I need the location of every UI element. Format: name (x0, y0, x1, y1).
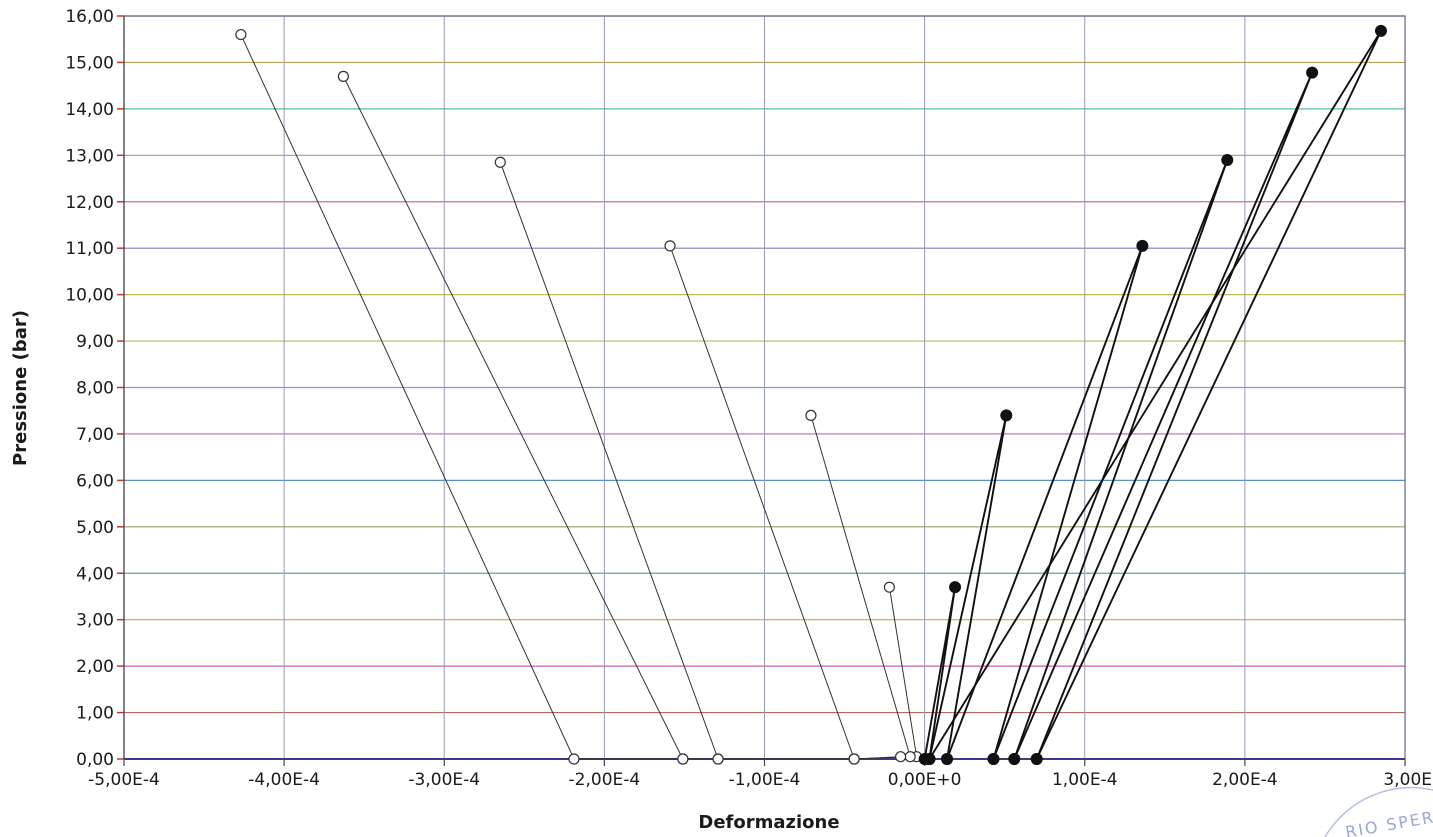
open-data-point (494, 156, 506, 168)
open-data-point (677, 753, 689, 765)
y-tick-label: 4,00 (76, 564, 114, 584)
x-tick-label: -4,00E-4 (248, 770, 320, 790)
open-data-point (712, 753, 724, 765)
open-data-point (664, 240, 676, 252)
y-tick-labels: 0,00 1,00 2,00 3,00 4,00 5,00 6,00 7,00 8,00 9,00… (65, 7, 114, 770)
y-tick-label: 15,00 (65, 53, 114, 73)
y-tick-label: 0,00 (76, 750, 114, 770)
open-data-point (895, 751, 907, 763)
stamp-text: RIO SPERI (1344, 806, 1433, 837)
x-tick-label: 0,00E+0 (888, 770, 962, 790)
grid (124, 15, 1405, 759)
y-tick-label: 7,00 (76, 425, 114, 445)
x-tick-labels: -5,00E-4 -4,00E-4 -3,00E-4 -2,00E-4 -1,00E-4… (88, 770, 1432, 790)
filled-data-point (1221, 153, 1234, 166)
filled-data-point (949, 581, 962, 594)
x-tick-label: -5,00E-4 (88, 770, 160, 790)
x-tick-label: -3,00E-4 (408, 770, 480, 790)
open-data-point (848, 753, 860, 765)
x-tick-label: 3,00E (1383, 770, 1432, 790)
x-tick-label: 2,00E-4 (1212, 770, 1278, 790)
y-tick-label: 10,00 (65, 286, 114, 306)
open-data-point (337, 70, 349, 82)
y-tick-label: 8,00 (76, 379, 114, 399)
y-tick-label: 9,00 (76, 332, 114, 352)
data-markers (235, 24, 1387, 765)
y-tick-label: 11,00 (65, 239, 114, 259)
open-data-point (235, 28, 247, 41)
filled-data-point (1030, 753, 1043, 765)
y-tick-label: 16,00 (65, 7, 114, 27)
filled-data-point (1000, 409, 1013, 422)
laboratory-stamp: RIO SPERI (1324, 786, 1433, 837)
y-tick-label: 12,00 (65, 193, 114, 213)
filled-data-point (1306, 66, 1319, 79)
x-tick-label: -2,00E-4 (569, 770, 641, 790)
filled-data-point (987, 753, 1000, 765)
open-data-point (805, 409, 817, 421)
strain-cycle-line (888, 587, 918, 757)
y-axis-title: Pressione (bar) (10, 310, 31, 466)
filled-data-point (923, 753, 936, 765)
y-tick-label: 1,00 (76, 704, 114, 724)
x-tick-label: 1,00E-4 (1052, 770, 1118, 790)
x-tick-label: -1,00E-4 (729, 770, 801, 790)
filled-data-point (1374, 24, 1387, 37)
y-tick-label: 13,00 (65, 146, 114, 166)
y-tick-label: 14,00 (65, 100, 114, 120)
x-axis-title: Deformazione (698, 812, 839, 833)
y-tick-label: 3,00 (76, 611, 114, 631)
open-data-point (568, 753, 580, 765)
filled-data-point (1008, 753, 1021, 765)
filled-data-point (941, 753, 954, 765)
open-data-point (883, 581, 895, 593)
y-tick-label: 2,00 (76, 657, 114, 677)
y-tick-label: 5,00 (76, 518, 114, 538)
filled-data-point (1136, 239, 1149, 252)
open-data-point (904, 751, 916, 763)
y-tick-label: 6,00 (76, 471, 114, 491)
